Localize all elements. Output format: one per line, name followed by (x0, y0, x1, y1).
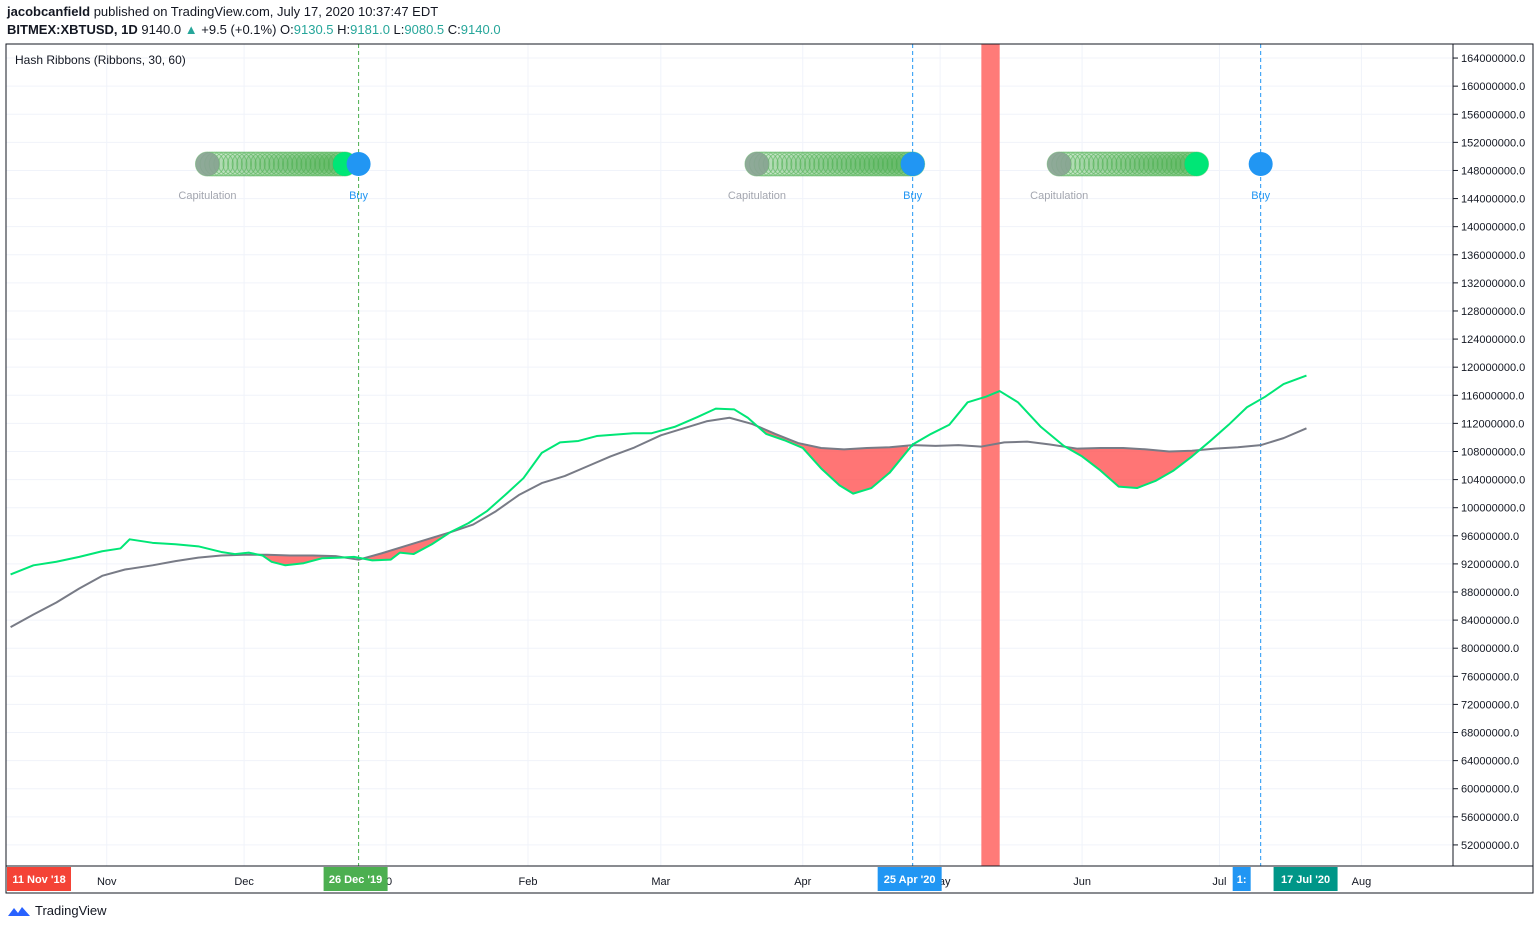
date-badge-bg (7, 867, 71, 891)
ribbon-fill (262, 428, 1197, 566)
time-tick-label: Feb (519, 876, 538, 888)
price-tick-label: 164000000.0 (1461, 53, 1525, 65)
price-tick-label: 76000000.0 (1461, 671, 1519, 683)
price-tick-label: 80000000.0 (1461, 643, 1519, 655)
time-axis-frame (5, 865, 1534, 894)
up-arrow-icon: ▲ (184, 22, 198, 37)
capitulation-fill-area (262, 554, 341, 566)
price-tick-label: 72000000.0 (1461, 699, 1519, 711)
capitulation-label: Capitulation (1030, 190, 1088, 202)
price-tick-label: 96000000.0 (1461, 531, 1519, 543)
open-label: O: (280, 22, 294, 37)
price-tick-label: 88000000.0 (1461, 587, 1519, 599)
indicator-title[interactable]: Hash Ribbons (Ribbons, 30, 60) (15, 53, 186, 67)
price-tick-label: 108000000.0 (1461, 446, 1525, 458)
capitulation-circle (195, 152, 220, 176)
published-text: published on TradingView.com, July 17, 2… (93, 4, 439, 19)
signal-labels: Capitulation Buy Capitulation Buy Capitulati… (178, 190, 1270, 202)
time-axis[interactable]: NovDec20FebMarAprMayJunJulAug (97, 876, 1371, 888)
price-tick-label: 160000000.0 (1461, 81, 1525, 93)
price-tick-label: 52000000.0 (1461, 840, 1519, 852)
last-price: 9140.0 (141, 22, 182, 37)
price-tick-label: 112000000.0 (1461, 418, 1524, 430)
high-value: 9181.0 (350, 22, 390, 37)
hash-rate-ma-line (10, 416, 1307, 629)
close-label: C: (447, 22, 461, 37)
capitulation-fill-area (761, 428, 909, 494)
time-tick-label: Jun (1073, 876, 1091, 888)
price-tick-label: 152000000.0 (1461, 137, 1525, 149)
buy-circle (900, 152, 925, 176)
signal-lines (358, 44, 1262, 866)
date-badges: 11 Nov '18 26 Dec '19 25 Apr '20 1: 17 Jul '… (7, 867, 1338, 891)
recovery-circle (1184, 152, 1209, 176)
capitulation-band (981, 44, 1000, 866)
buy-circle (1248, 152, 1273, 176)
ribbon-lines (10, 374, 1307, 629)
date-badge-bg (1273, 867, 1338, 891)
publish-info: jacobcanfield published on TradingView.c… (7, 4, 438, 19)
price-tick-label: 124000000.0 (1461, 334, 1525, 346)
buy-circle (346, 152, 371, 176)
date-badge-bg (877, 867, 942, 891)
price-tick-label: 128000000.0 (1461, 306, 1525, 318)
capitulation-fill-area (1068, 447, 1197, 489)
open-value: 9130.5 (293, 22, 334, 37)
date-badge-bg (1232, 867, 1251, 891)
date-badge-label: 26 Dec '19 (329, 874, 382, 886)
price-tick-label: 68000000.0 (1461, 728, 1519, 740)
price-tick-label: 84000000.0 (1461, 615, 1519, 627)
capitulation-label: Capitulation (178, 190, 236, 202)
price-tick-label: 148000000.0 (1461, 165, 1525, 177)
price-tick-label: 144000000.0 (1461, 194, 1525, 206)
low-value: 9080.5 (404, 22, 445, 37)
time-tick-label: Dec (234, 876, 254, 888)
symbol-name[interactable]: BITMEX:XBTUSD, 1D (7, 22, 138, 37)
close-value: 9140.0 (460, 22, 501, 37)
tradingview-logo-icon (8, 906, 30, 916)
publisher-name[interactable]: jacobcanfield (7, 4, 91, 19)
price-tick-label: 60000000.0 (1461, 784, 1519, 796)
time-tick-label: Mar (651, 876, 670, 888)
hash-ribbons-chart[interactable]: Capitulation Buy Capitulation Buy Capitulati… (0, 0, 1540, 900)
buy-label: Buy (349, 190, 368, 202)
tradingview-brand[interactable]: TradingView (7, 903, 107, 918)
price-tick-label: 64000000.0 (1461, 756, 1519, 768)
price-tick-label: 116000000.0 (1461, 390, 1524, 402)
date-badge-label: 17 Jul '20 (1281, 874, 1330, 886)
price-tick-label: 100000000.0 (1461, 503, 1525, 515)
price-axis[interactable]: 52000000.0 56000000.0 60000000.0 64000000.0… (1453, 53, 1525, 852)
date-badge-bg (323, 867, 388, 891)
symbol-legend: BITMEX:XBTUSD, 1D 9140.0 ▲ +9.5 (+0.1%) … (7, 22, 501, 37)
capitulation-circle (1047, 152, 1072, 176)
hash-rate-ma-line (10, 374, 1307, 576)
capitulation-circle (744, 152, 769, 176)
capitulation-label: Capitulation (728, 190, 786, 202)
price-tick-label: 92000000.0 (1461, 559, 1519, 571)
date-badge-label: 1: (1237, 874, 1247, 886)
price-tick-label: 140000000.0 (1461, 222, 1525, 234)
price-tick-label: 132000000.0 (1461, 278, 1525, 290)
signal-circles (194, 151, 1273, 177)
price-tick-label: 120000000.0 (1461, 362, 1525, 374)
date-badge-label: 11 Nov '18 (12, 874, 65, 886)
time-tick-label: Aug (1352, 876, 1372, 888)
low-label: L: (393, 22, 405, 37)
price-tick-label: 104000000.0 (1461, 475, 1525, 487)
date-badge-label: 25 Apr '20 (884, 874, 936, 886)
time-tick-label: Apr (794, 876, 811, 888)
brand-name: TradingView (35, 903, 107, 918)
price-tick-label: 56000000.0 (1461, 812, 1519, 824)
buy-label: Buy (1251, 190, 1270, 202)
price-tick-label: 156000000.0 (1461, 109, 1525, 121)
price-tick-label: 136000000.0 (1461, 250, 1525, 262)
highlight-band (981, 44, 1000, 866)
grid-lines (6, 44, 1453, 866)
high-label: H: (337, 22, 351, 37)
time-tick-label: Nov (97, 876, 117, 888)
buy-label: Buy (903, 190, 922, 202)
time-tick-label: Jul (1212, 876, 1226, 888)
price-change: +9.5 (+0.1%) (201, 22, 277, 37)
